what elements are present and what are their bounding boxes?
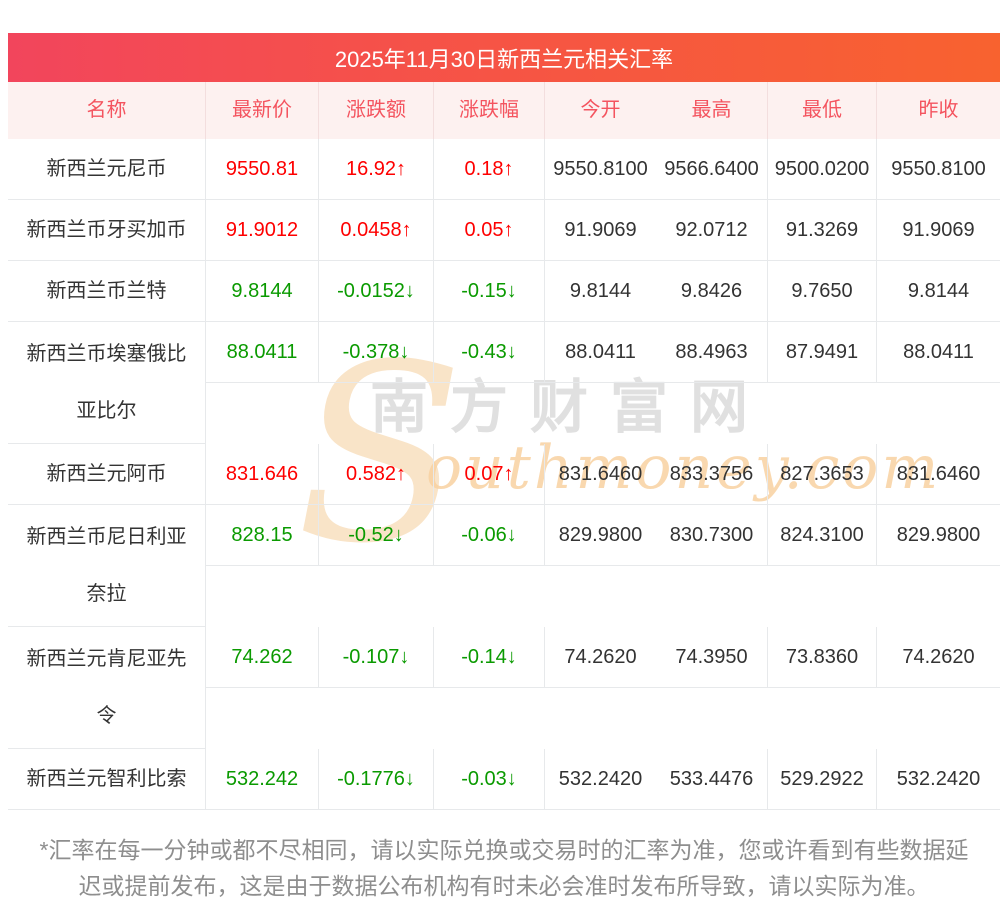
change-amount: 0.582↑ xyxy=(318,444,433,505)
table-row: 新西兰元智利比索 532.242 -0.1776↓ -0.03↓ 532.242… xyxy=(8,749,1000,810)
change-percent: -0.06↓ xyxy=(433,505,544,566)
currency-name: 新西兰元肯尼亚先 令 xyxy=(8,627,206,749)
high-price: 533.4476 xyxy=(656,749,767,810)
currency-name: 新西兰元尼币 xyxy=(8,139,206,200)
prev-close: 9550.8100 xyxy=(876,139,1000,200)
column-header-change: 涨跌额 xyxy=(318,82,433,139)
open-price: 74.2620 xyxy=(544,627,656,688)
open-price: 829.9800 xyxy=(544,505,656,566)
prev-close: 74.2620 xyxy=(876,627,1000,688)
high-price: 833.3756 xyxy=(656,444,767,505)
change-percent: -0.14↓ xyxy=(433,627,544,688)
change-amount: -0.107↓ xyxy=(318,627,433,688)
column-header-latest: 最新价 xyxy=(232,99,292,121)
change-percent: 0.07↑ xyxy=(433,444,544,505)
change-percent: -0.43↓ xyxy=(433,322,544,383)
table-row: 新西兰元阿币 831.646 0.582↑ 0.07↑ 831.6460 833… xyxy=(8,444,1000,505)
currency-name: 新西兰币埃塞俄比 亚比尔 xyxy=(8,322,206,444)
low-price: 824.3100 xyxy=(767,505,876,566)
prev-close: 9.8144 xyxy=(876,261,1000,322)
currency-name: 新西兰币牙买加币 xyxy=(8,200,206,261)
disclaimer-note: *汇率在每一分钟或都不尽相同，请以实际兑换或交易时的汇率为准，您或许看到有些数据… xyxy=(39,837,969,899)
column-header-name: 名称 xyxy=(8,82,206,139)
change-percent: -0.15↓ xyxy=(433,261,544,322)
column-header-high: 最高 xyxy=(691,99,732,121)
high-price: 74.3950 xyxy=(656,627,767,688)
latest-price: 831.646 xyxy=(206,444,318,505)
open-price: 9550.8100 xyxy=(544,139,656,200)
currency-name: 新西兰元阿币 xyxy=(8,444,206,505)
change-percent: 0.05↑ xyxy=(433,200,544,261)
column-header-prev-close: 昨收 xyxy=(876,82,1000,139)
open-price: 9.8144 xyxy=(544,261,656,322)
table-row: 新西兰币尼日利亚 奈拉 828.15 -0.52↓ -0.06↓ 829.980… xyxy=(8,505,1000,627)
latest-price: 88.0411 xyxy=(206,322,318,383)
table-header-row: 名称 最新价 涨跌额 涨跌幅 今开 最高 最低 昨收 xyxy=(8,82,1000,139)
change-amount: 16.92↑ xyxy=(318,139,433,200)
latest-price: 532.242 xyxy=(206,749,318,810)
latest-price: 828.15 xyxy=(206,505,318,566)
latest-price: 74.262 xyxy=(206,627,318,688)
rates-table: S 南方财富网 outhmoney.com 名称 最新价 涨跌额 涨跌幅 今开 … xyxy=(8,82,1000,810)
latest-price: 9550.81 xyxy=(206,139,318,200)
low-price: 73.8360 xyxy=(767,627,876,688)
low-price: 827.3653 xyxy=(767,444,876,505)
table-row: 新西兰币埃塞俄比 亚比尔 88.0411 -0.378↓ -0.43↓ 88.0… xyxy=(8,322,1000,444)
table-body: 新西兰元尼币 9550.81 16.92↑ 0.18↑ 9550.8100 95… xyxy=(8,139,1000,810)
change-amount: 0.0458↑ xyxy=(318,200,433,261)
change-percent: 0.18↑ xyxy=(433,139,544,200)
low-price: 529.2922 xyxy=(767,749,876,810)
high-price: 92.0712 xyxy=(656,200,767,261)
open-price: 88.0411 xyxy=(544,322,656,383)
change-amount: -0.1776↓ xyxy=(318,749,433,810)
open-price: 532.2420 xyxy=(544,749,656,810)
currency-name: 新西兰币尼日利亚 奈拉 xyxy=(8,505,206,627)
low-price: 91.3269 xyxy=(767,200,876,261)
table-row: 新西兰元尼币 9550.81 16.92↑ 0.18↑ 9550.8100 95… xyxy=(8,139,1000,200)
column-header-open: 今开 xyxy=(544,82,656,139)
open-price: 91.9069 xyxy=(544,200,656,261)
high-price: 9.8426 xyxy=(656,261,767,322)
currency-name: 新西兰元智利比索 xyxy=(8,749,206,810)
table-row: 新西兰币兰特 9.8144 -0.0152↓ -0.15↓ 9.8144 9.8… xyxy=(8,261,1000,322)
page-title: 2025年11月30日新西兰元相关汇率 xyxy=(334,46,674,72)
column-header-percent: 涨跌幅 xyxy=(433,82,544,139)
table-row: 新西兰元肯尼亚先 令 74.262 -0.107↓ -0.14↓ 74.2620… xyxy=(8,627,1000,749)
low-price: 9500.0200 xyxy=(767,139,876,200)
high-price: 88.4963 xyxy=(656,322,767,383)
prev-close: 829.9800 xyxy=(876,505,1000,566)
prev-close: 88.0411 xyxy=(876,322,1000,383)
currency-name: 新西兰币兰特 xyxy=(8,261,206,322)
latest-price: 9.8144 xyxy=(206,261,318,322)
prev-close: 91.9069 xyxy=(876,200,1000,261)
open-price: 831.6460 xyxy=(544,444,656,505)
low-price: 9.7650 xyxy=(767,261,876,322)
prev-close: 831.6460 xyxy=(876,444,1000,505)
change-percent: -0.03↓ xyxy=(433,749,544,810)
high-price: 9566.6400 xyxy=(656,139,767,200)
prev-close: 532.2420 xyxy=(876,749,1000,810)
column-header-low: 最低 xyxy=(767,82,876,139)
page-title-banner: 2025年11月30日新西兰元相关汇率 xyxy=(8,33,1000,82)
change-amount: -0.0152↓ xyxy=(318,261,433,322)
change-amount: -0.378↓ xyxy=(318,322,433,383)
low-price: 87.9491 xyxy=(767,322,876,383)
change-amount: -0.52↓ xyxy=(318,505,433,566)
latest-price: 91.9012 xyxy=(206,200,318,261)
high-price: 830.7300 xyxy=(656,505,767,566)
table-row: 新西兰币牙买加币 91.9012 0.0458↑ 0.05↑ 91.9069 9… xyxy=(8,200,1000,261)
